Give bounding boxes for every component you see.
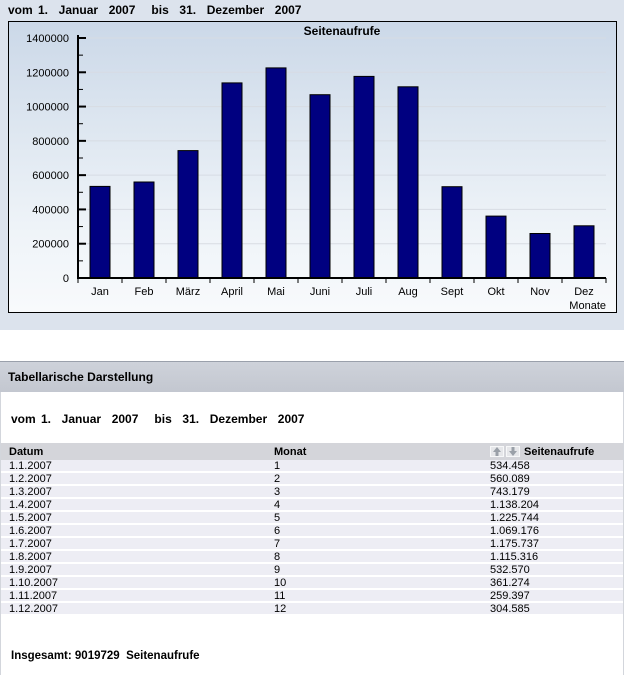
table-row: 1.4.2007 4 1.138.204 [1,499,623,512]
column-header-datum: Datum [9,445,44,458]
table-row: 1.10.2007 10 361.274 [1,577,623,590]
cell-seitenaufrufe: 532.570 [490,564,530,576]
cell-seitenaufrufe: 259.397 [490,590,530,602]
svg-text:1200000: 1200000 [26,67,69,79]
cell-seitenaufrufe: 1.225.744 [490,512,539,524]
table-header-row: Datum Monat Seitenaufrufe [1,443,623,460]
table-row: 1.2.2007 2 560.089 [1,473,623,486]
cell-seitenaufrufe: 743.179 [490,486,530,498]
svg-text:200000: 200000 [32,239,69,251]
cell-monat: 1 [274,460,281,472]
svg-text:März: März [176,286,200,298]
svg-text:Okt: Okt [487,286,504,298]
table-date-range: vom 1. Januar 2007 bis 31. Dezember 2007 [11,412,305,426]
table-row: 1.3.2007 3 743.179 [1,486,623,499]
svg-text:Dez: Dez [574,286,594,298]
svg-text:April: April [221,286,243,298]
table-row: 1.6.2007 6 1.069.176 [1,525,623,538]
chart-date-range: vom 1. Januar 2007 bis 31. Dezember 2007 [8,3,302,17]
cell-datum: 1.7.2007 [9,538,52,550]
svg-text:Sept: Sept [441,286,464,298]
cell-monat: 3 [274,486,281,498]
table-row: 1.1.2007 1 534.458 [1,460,623,473]
chart-panel: 0 200000 400000 600000 800000 1000000 1200000 1… [8,21,617,313]
table-section-title: Tabellarische Darstellung [8,370,154,384]
svg-text:Aug: Aug [398,286,418,298]
cell-seitenaufrufe: 1.115.316 [490,551,539,563]
column-header-monat: Monat [274,445,307,458]
svg-text:Seitenaufrufe: Seitenaufrufe [304,24,381,38]
cell-seitenaufrufe: 534.458 [490,460,530,472]
svg-text:400000: 400000 [32,204,69,216]
svg-text:Mai: Mai [267,286,285,298]
cell-datum: 1.10.2007 [9,577,58,589]
table-row: 1.8.2007 8 1.115.316 [1,551,623,564]
cell-datum: 1.9.2007 [9,564,52,576]
table-row: 1.12.2007 12 304.585 [1,603,623,616]
svg-text:0: 0 [63,273,69,285]
table-row: 1.5.2007 5 1.225.744 [1,512,623,525]
svg-text:800000: 800000 [32,136,69,148]
cell-monat: 10 [274,577,287,589]
column-header-seitenaufrufe: Seitenaufrufe [524,445,595,458]
table-row: 1.9.2007 9 532.570 [1,564,623,577]
cell-monat: 5 [274,512,281,524]
svg-text:Nov: Nov [530,286,550,298]
cell-datum: 1.3.2007 [9,486,52,498]
cell-monat: 6 [274,525,281,537]
cell-datum: 1.11.2007 [9,590,58,602]
cell-datum: 1.2.2007 [9,473,52,485]
table-section: vom 1. Januar 2007 bis 31. Dezember 2007… [0,392,624,675]
table-row: 1.7.2007 7 1.175.737 [1,538,623,551]
cell-seitenaufrufe: 1.138.204 [490,499,539,511]
table-row: 1.11.2007 11 259.397 [1,590,623,603]
cell-monat: 8 [274,551,281,563]
cell-monat: 12 [274,603,287,615]
svg-text:Feb: Feb [135,286,154,298]
chart-section: vom 1. Januar 2007 bis 31. Dezember 2007… [0,0,624,330]
cell-monat: 2 [274,473,281,485]
sort-up-icon[interactable] [490,446,504,457]
cell-monat: 9 [274,564,281,576]
cell-seitenaufrufe: 361.274 [490,577,530,589]
cell-monat: 11 [274,590,286,602]
cell-monat: 4 [274,499,281,511]
cell-seitenaufrufe: 560.089 [490,473,530,485]
svg-text:Jan: Jan [91,286,109,298]
data-table: Datum Monat Seitenaufrufe 1.1.2007 1 [1,443,623,616]
cell-monat: 7 [274,538,281,550]
sort-down-icon[interactable] [506,446,520,457]
svg-text:1000000: 1000000 [26,102,69,114]
total-line: Insgesamt: 9019729 Seitenaufrufe [11,650,200,662]
cell-datum: 1.8.2007 [9,551,52,563]
seitenaufrufe-bar-chart: 0 200000 400000 600000 800000 1000000 1200000 1… [26,24,607,312]
cell-datum: 1.12.2007 [9,603,58,615]
cell-seitenaufrufe: 304.585 [490,603,530,615]
cell-seitenaufrufe: 1.175.737 [490,538,539,550]
svg-text:1400000: 1400000 [26,33,69,45]
svg-text:Juni: Juni [310,286,330,298]
svg-text:600000: 600000 [32,170,69,182]
cell-datum: 1.4.2007 [9,499,52,511]
column-header-seitenaufrufe-wrap: Seitenaufrufe [482,446,623,458]
table-section-header: Tabellarische Darstellung [0,361,624,392]
cell-seitenaufrufe: 1.069.176 [490,525,539,537]
cell-datum: 1.1.2007 [9,460,52,472]
table-body: 1.1.2007 1 534.458 1.2.2007 2 560.089 1.… [1,460,623,616]
cell-datum: 1.6.2007 [9,525,52,537]
cell-datum: 1.5.2007 [9,512,52,524]
svg-text:Juli: Juli [356,286,373,298]
svg-text:Monate: Monate [569,300,606,312]
